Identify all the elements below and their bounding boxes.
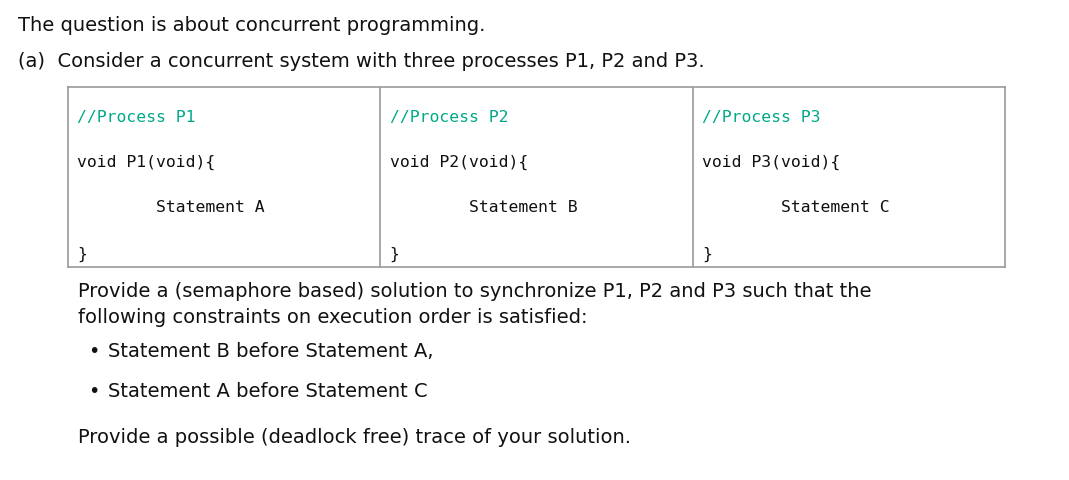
Text: }: } [390,246,400,261]
Text: //Process P3: //Process P3 [702,109,821,124]
Text: }: } [702,246,712,261]
Text: void P3(void){: void P3(void){ [702,154,840,169]
Text: •: • [88,381,99,400]
Text: //Process P2: //Process P2 [390,109,508,124]
Text: void P2(void){: void P2(void){ [390,154,528,169]
Text: //Process P1: //Process P1 [77,109,196,124]
Text: •: • [88,341,99,360]
Text: The question is about concurrent programming.: The question is about concurrent program… [18,16,485,35]
Text: (a)  Consider a concurrent system with three processes P1, P2 and P3.: (a) Consider a concurrent system with th… [18,52,704,71]
Text: Statement B: Statement B [390,199,577,214]
Text: Statement A before Statement C: Statement A before Statement C [108,381,428,400]
Text: void P1(void){: void P1(void){ [77,154,216,169]
Text: }: } [77,246,88,261]
Text: Statement B before Statement A,: Statement B before Statement A, [108,341,434,360]
Text: Statement A: Statement A [77,199,265,214]
Text: following constraints on execution order is satisfied:: following constraints on execution order… [78,307,588,326]
Text: Provide a (semaphore based) solution to synchronize P1, P2 and P3 such that the: Provide a (semaphore based) solution to … [78,281,871,300]
Text: Statement C: Statement C [702,199,889,214]
Text: Provide a possible (deadlock free) trace of your solution.: Provide a possible (deadlock free) trace… [78,427,631,446]
